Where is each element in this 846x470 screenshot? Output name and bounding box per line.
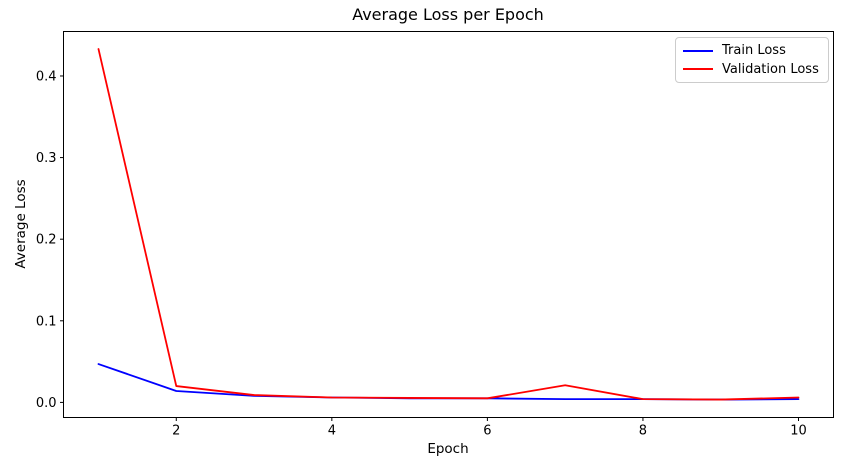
legend: Train Loss Validation Loss — [675, 37, 829, 83]
x-tick-label: 4 — [328, 424, 336, 439]
y-tick-label: 0.3 — [36, 151, 57, 166]
validation-loss-line — [97, 48, 800, 401]
legend-label: Validation Loss — [722, 61, 819, 77]
x-tick-label: 2 — [172, 424, 180, 439]
legend-item-validation-loss: Validation Loss — [683, 60, 820, 78]
legend-item-train-loss: Train Loss — [683, 42, 820, 60]
x-axis-label: Epoch — [427, 441, 469, 457]
legend-label: Train Loss — [722, 43, 786, 59]
y-tick-label: 0.0 — [36, 396, 57, 411]
x-tick-label: 10 — [790, 424, 807, 439]
x-tick-label: 8 — [639, 424, 647, 439]
train-loss-line — [97, 363, 800, 401]
y-tick-label: 0.2 — [36, 233, 57, 248]
axes-spines — [63, 31, 834, 418]
x-tick-label: 6 — [483, 424, 491, 439]
chart-title: Average Loss per Epoch — [352, 5, 544, 24]
y-axis-label: Average Loss — [13, 179, 29, 269]
y-tick-label: 0.4 — [36, 69, 57, 84]
y-tick-label: 0.1 — [36, 314, 57, 329]
validation-loss-legend-line — [683, 68, 713, 71]
train-loss-legend-line — [683, 49, 713, 52]
